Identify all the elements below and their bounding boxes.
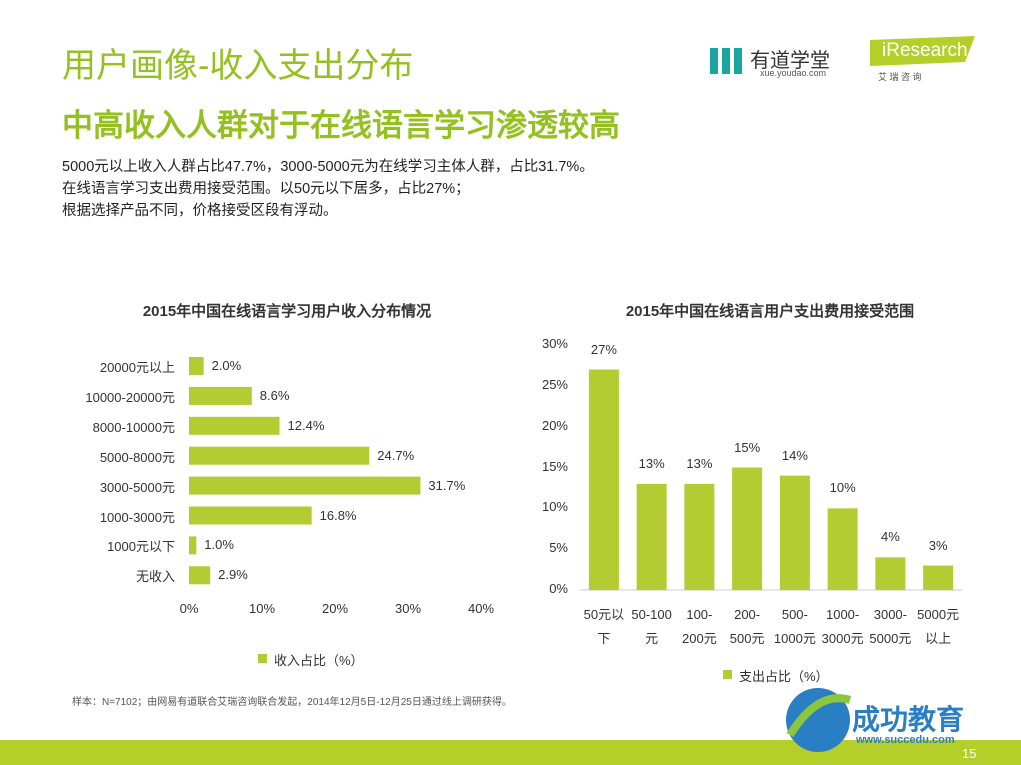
data-label: 1.0% xyxy=(204,537,234,553)
youdao-url: xue.youdao.com xyxy=(760,68,827,78)
data-label: 4% xyxy=(880,529,900,545)
bar xyxy=(189,446,370,465)
bar xyxy=(189,476,421,495)
y-tick-label: 10% xyxy=(541,499,568,515)
bar xyxy=(875,557,906,590)
watermark-brand: 成功教育 xyxy=(852,704,965,735)
data-label: 8.6% xyxy=(259,387,290,403)
data-label: 16.8% xyxy=(319,507,357,523)
watermark-swoosh xyxy=(786,694,852,738)
youdao-icon xyxy=(710,48,718,74)
bullet: 在线语言学习支出费用接受范围。以50元以下居多，占比27%； xyxy=(62,181,470,197)
x-tick-label: 0% xyxy=(179,601,199,616)
bar xyxy=(684,483,715,590)
bar xyxy=(827,508,858,590)
y-tick-label: 8000-10000元 xyxy=(92,419,175,435)
y-tick-label: 5% xyxy=(549,540,568,556)
y-tick-label: 1000元以下 xyxy=(107,539,175,555)
slide-subtitle: 中高收入人群对于在线语言学习渗透较高 xyxy=(62,108,620,143)
data-label: 31.7% xyxy=(428,477,466,493)
iresearch-badge xyxy=(870,36,975,66)
y-tick-label: 15% xyxy=(541,458,568,474)
chart-title: 2015年中国在线语言学习用户收入分布情况 xyxy=(142,303,432,320)
x-tick-label: 500- 1000元 xyxy=(773,607,816,646)
bar xyxy=(779,475,810,590)
x-tick-label: 30% xyxy=(394,601,422,616)
iresearch-cn: 艾 瑞 咨 询 xyxy=(878,72,922,82)
y-tick-label: 无收入 xyxy=(135,569,175,585)
data-label: 13% xyxy=(638,455,665,471)
x-tick-label: 200- 500元 xyxy=(729,607,765,646)
x-tick-label: 40% xyxy=(467,601,495,616)
watermark-url: www.succedu.com xyxy=(856,734,955,746)
y-tick-label: 20% xyxy=(541,417,568,433)
bullet: 5000元以上收入人群占比47.7%，3000-5000元为在线学习主体人群，占… xyxy=(62,159,594,175)
y-tick-label: 3000-5000元 xyxy=(99,479,175,495)
legend-label: 收入占比（%） xyxy=(274,653,364,668)
bar xyxy=(732,467,763,590)
y-tick-label: 30% xyxy=(541,336,568,351)
slide-title: 用户画像-收入支出分布 xyxy=(62,47,414,85)
youdao-icon xyxy=(734,48,742,74)
x-tick-label: 50-100 元 xyxy=(631,607,672,646)
bar xyxy=(636,483,667,590)
footnote: 样本：N=7102；由网易有道联合艾瑞咨询联合发起，2014年12月5日-12月… xyxy=(72,697,512,708)
y-tick-label: 0% xyxy=(549,581,568,596)
legend-label: 支出占比（%） xyxy=(739,669,829,684)
x-tick-label: 50元以 下 xyxy=(583,607,625,646)
watermark-icon xyxy=(786,688,850,752)
y-tick-label: 5000-8000元 xyxy=(99,449,175,465)
data-label: 2.0% xyxy=(211,358,242,373)
youdao-logo: 有道学堂 xyxy=(750,50,830,72)
bar xyxy=(189,357,204,375)
data-label: 3% xyxy=(928,537,948,553)
y-tick-label: 1000-3000元 xyxy=(99,509,175,525)
bar xyxy=(189,416,280,435)
y-tick-label: 25% xyxy=(541,376,568,392)
x-tick-label: 5000元 以上 xyxy=(917,607,960,646)
data-label: 24.7% xyxy=(377,447,415,463)
x-tick-label: 3000- 5000元 xyxy=(869,607,912,646)
chart-title: 2015年中国在线语言用户支出费用接受范围 xyxy=(625,303,915,320)
x-tick-label: 20% xyxy=(321,601,349,616)
y-tick-label: 10000-20000元 xyxy=(85,389,175,405)
legend-swatch xyxy=(723,670,732,679)
bar xyxy=(588,369,619,590)
page-number: 15 xyxy=(962,746,977,761)
data-label: 12.4% xyxy=(287,417,325,433)
bar xyxy=(189,536,197,555)
x-tick-label: 1000- 3000元 xyxy=(821,607,864,646)
data-label: 10% xyxy=(829,480,856,496)
footer-bar xyxy=(0,740,1021,765)
bar xyxy=(189,506,312,525)
data-label: 14% xyxy=(781,447,808,463)
bar xyxy=(189,566,211,585)
data-label: 27% xyxy=(590,341,617,357)
bar xyxy=(189,386,252,405)
data-label: 15% xyxy=(734,439,761,455)
y-tick-label: 20000元以上 xyxy=(99,360,175,375)
x-tick-label: 100- 200元 xyxy=(682,607,717,646)
x-tick-label: 10% xyxy=(248,601,276,616)
legend-swatch xyxy=(258,654,267,663)
iresearch-logo: iResearch xyxy=(882,40,968,61)
data-label: 2.9% xyxy=(218,567,248,583)
bullet: 根据选择产品不同，价格接受区段有浮动。 xyxy=(62,203,338,219)
youdao-icon xyxy=(722,48,730,74)
data-label: 13% xyxy=(686,455,713,471)
bar xyxy=(923,565,954,590)
